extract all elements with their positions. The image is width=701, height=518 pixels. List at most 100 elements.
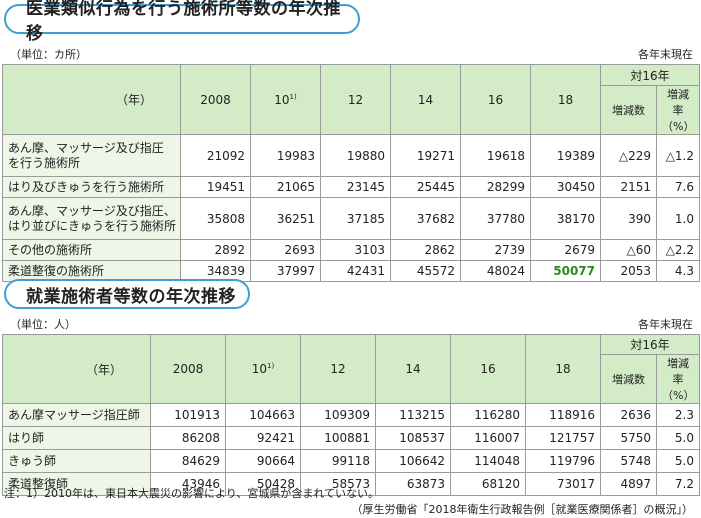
change-rate-cell: △1.2 — [656, 134, 700, 177]
value-cell: 63873 — [375, 472, 451, 496]
table-row: あん摩、マッサージ及び指圧、 はり並びにきゅうを行う施術所 35808 36251 37… — [2, 197, 700, 240]
row-label: あん摩、マッサージ及び指圧 を行う施術所 — [2, 134, 181, 177]
change-rate-cell: 4.3 — [656, 260, 700, 282]
value-cell: 116280 — [450, 403, 526, 427]
year-header: 16 — [460, 64, 531, 135]
section2-as-of: 各年末現在 — [638, 318, 693, 331]
value-cell: 2693 — [250, 239, 321, 261]
value-cell: 34839 — [180, 260, 251, 282]
value-cell: 2862 — [390, 239, 461, 261]
table-row: 柔道整復師 43946 50428 58573 63873 68120 73017 4897 7… — [2, 472, 700, 496]
row-label-line: あん摩、マッサージ及び指圧、 — [8, 203, 176, 218]
value-cell: 21065 — [250, 176, 321, 198]
row-label: あん摩マッサージ指圧師 — [2, 403, 151, 427]
year-header: 18 — [525, 334, 601, 404]
year-header: 14 — [375, 334, 451, 404]
value-cell: 50077 — [530, 260, 601, 282]
value-cell: 42431 — [320, 260, 391, 282]
table-row: あん摩マッサージ指圧師 101913 104663 109309 113215 11628… — [2, 403, 700, 427]
change-count-cell: 5750 — [600, 426, 657, 450]
value-cell: 19983 — [250, 134, 321, 177]
row-label-line: はり並びにきゅうを行う施術所 — [8, 218, 177, 233]
year-header: 2008 — [180, 64, 251, 135]
source-note: （厚生労働省「2018年衛生行政報告例［就業医療関係者］の概況」） — [351, 503, 694, 516]
row-label: はり師 — [2, 426, 151, 450]
value-cell: 19451 — [180, 176, 251, 198]
year-header: 12 — [320, 64, 391, 135]
value-cell: 121757 — [525, 426, 601, 450]
change-rate-cell: 5.0 — [656, 426, 700, 450]
value-cell: 100881 — [300, 426, 376, 450]
value-cell: 30450 — [530, 176, 601, 198]
corner-year-label: （年） — [2, 334, 151, 404]
value-cell: 104663 — [225, 403, 301, 427]
table-row: その他の施術所 2892 2693 3103 2862 2739 2679 △60 △2.2 — [2, 239, 700, 261]
value-cell: 119796 — [525, 449, 601, 473]
change-rate-cell: 7.2 — [656, 472, 700, 496]
value-cell: 25445 — [390, 176, 461, 198]
value-cell: 50428 — [225, 472, 301, 496]
value-cell: 19618 — [460, 134, 531, 177]
section2-title: 就業施術者等数の年次推移 — [4, 279, 250, 309]
year-header: 2008 — [150, 334, 226, 404]
change-rate-header: 増減率（%） — [656, 85, 700, 135]
corner-year-label: （年） — [2, 64, 181, 135]
value-cell: 28299 — [460, 176, 531, 198]
table-row: はり及びきゅうを行う施術所 19451 21065 23145 25445 28299 30… — [2, 176, 700, 198]
row-label-line: を行う施術所 — [8, 155, 81, 170]
value-cell: 106642 — [375, 449, 451, 473]
value-cell: 101913 — [150, 403, 226, 427]
value-cell: 86208 — [150, 426, 226, 450]
value-cell: 37780 — [460, 197, 531, 240]
value-cell: 2679 — [530, 239, 601, 261]
value-cell: 19271 — [390, 134, 461, 177]
table-row: あん摩、マッサージ及び指圧 を行う施術所 21092 19983 19880 19271 1… — [2, 134, 700, 177]
value-cell: 90664 — [225, 449, 301, 473]
value-cell: 58573 — [300, 472, 376, 496]
value-cell: 23145 — [320, 176, 391, 198]
value-cell: 37997 — [250, 260, 321, 282]
change-rate-cell: 1.0 — [656, 197, 700, 240]
row-label-line: はり及びきゅうを行う施術所 — [8, 179, 165, 194]
change-count-cell: 4897 — [600, 472, 657, 496]
value-cell: 2739 — [460, 239, 531, 261]
value-cell: 92421 — [225, 426, 301, 450]
change-rate-cell: 5.0 — [656, 449, 700, 473]
change-rate-cell: △2.2 — [656, 239, 700, 261]
row-label-line: あん摩、マッサージ及び指圧 — [8, 140, 164, 155]
change-rate-cell: 2.3 — [656, 403, 700, 427]
value-cell: 45572 — [390, 260, 461, 282]
table-row: はり師 86208 92421 100881 108537 116007 121757 575… — [2, 426, 700, 450]
change-count-cell: 2636 — [600, 403, 657, 427]
value-cell: 68120 — [450, 472, 526, 496]
value-cell: 43946 — [150, 472, 226, 496]
section2-unit: （単位：人） — [10, 318, 76, 331]
change-count-cell: 2151 — [600, 176, 657, 198]
value-cell: 19880 — [320, 134, 391, 177]
table-row: きゅう師 84629 90664 99118 106642 114048 119796 574… — [2, 449, 700, 473]
value-cell: 73017 — [525, 472, 601, 496]
value-cell: 109309 — [300, 403, 376, 427]
section1-title: 医業類似行為を行う施術所等数の年次推移 — [4, 0, 360, 44]
section1-as-of: 各年末現在 — [638, 48, 693, 61]
table-row: 柔道整復の施術所 34839 37997 42431 45572 48024 50077 20… — [2, 260, 700, 282]
value-cell: 114048 — [450, 449, 526, 473]
value-cell: 36251 — [250, 197, 321, 240]
value-cell: 3103 — [320, 239, 391, 261]
year-header: 101) — [225, 334, 301, 404]
row-label-line: 柔道整復の施術所 — [8, 263, 105, 278]
footnote: 注：1）2010年は、東日本大震災の影響により、宮城県が含まれていない。 — [4, 487, 380, 500]
year-header: 101) — [250, 64, 321, 135]
year-footnote-mark: 1) — [267, 362, 275, 370]
vs-year-header: 対16年 — [600, 64, 700, 86]
row-label: 柔道整復師 — [2, 472, 151, 496]
year-header: 18 — [530, 64, 601, 135]
change-count-cell: △60 — [600, 239, 657, 261]
row-label: きゅう師 — [2, 449, 151, 473]
row-label: その他の施術所 — [2, 239, 181, 261]
year-header: 12 — [300, 334, 376, 404]
change-count-cell: 5748 — [600, 449, 657, 473]
change-count-cell: 390 — [600, 197, 657, 240]
row-label-line: その他の施術所 — [8, 242, 93, 257]
value-cell: 37682 — [390, 197, 461, 240]
